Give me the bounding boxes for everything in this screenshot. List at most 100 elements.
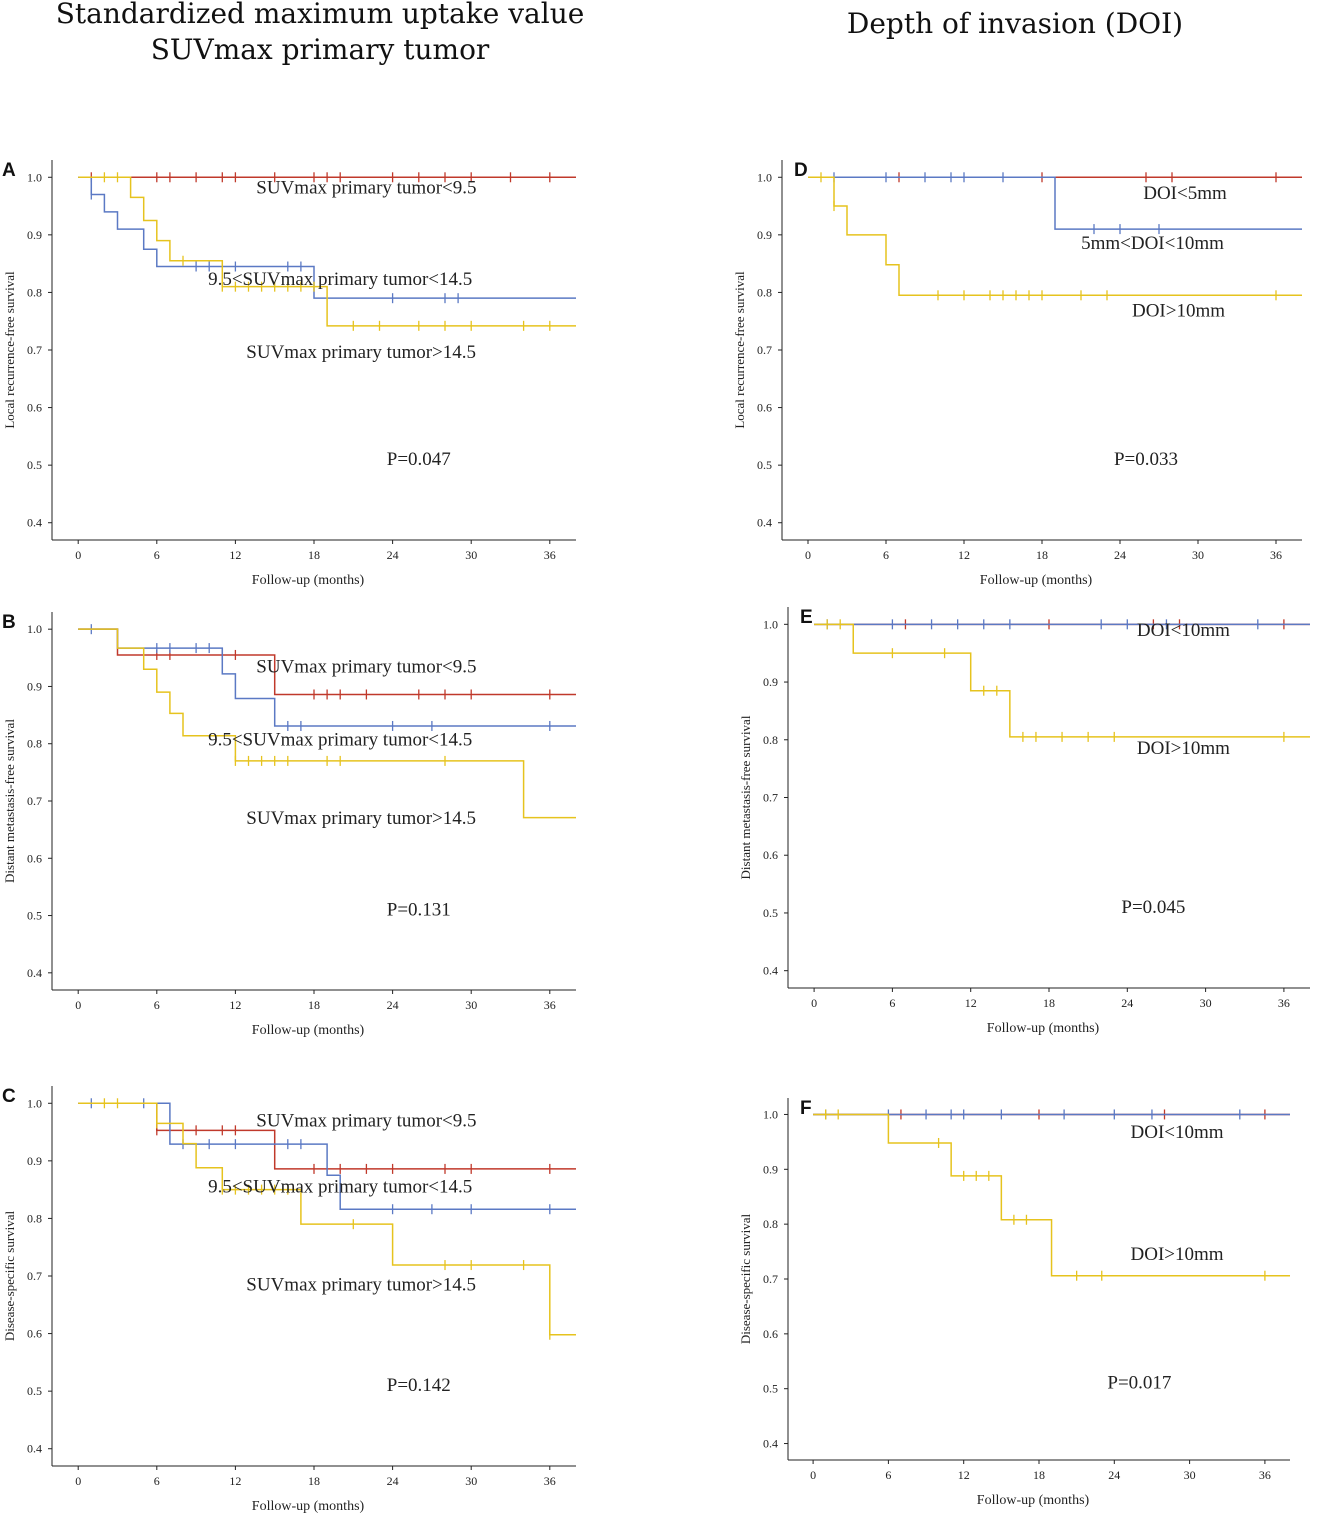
x-tick-label: 12 (229, 548, 241, 562)
left-title-line2: SUVmax primary tumor (150, 33, 490, 66)
km-curve-blue (808, 176, 1302, 230)
left-column-title: Standardized maximum uptake value SUVmax… (20, 0, 620, 68)
p-value-label: P=0.017 (1107, 1373, 1171, 1394)
y-tick-label: 1.0 (757, 170, 772, 184)
series-label: 5mm<DOI<10mm (1081, 233, 1224, 254)
y-tick-label: 0.7 (27, 343, 42, 357)
x-tick-label: 30 (465, 548, 477, 562)
km-panel-a: A 0.4 0.5 0.6 0.7 0.8 0.9 1.0 0 6 12 18 24 30 36 Follow… (2, 160, 576, 588)
y-tick-label: 0.9 (757, 228, 772, 242)
series-label: SUVmax primary tumor>14.5 (246, 808, 476, 829)
x-tick-label: 36 (544, 1474, 556, 1488)
y-tick-label: 0.9 (763, 675, 778, 689)
y-tick-label: 0.6 (27, 851, 42, 865)
km-curve-blue (78, 1102, 576, 1210)
x-tick-label: 30 (1200, 996, 1212, 1010)
x-tick-label: 0 (75, 998, 81, 1012)
series-label: DOI>10mm (1131, 1244, 1224, 1265)
panel-letter: B (2, 612, 16, 633)
x-tick-label: 18 (1033, 1468, 1045, 1482)
y-tick-label: 0.7 (763, 1272, 778, 1286)
p-value-label: P=0.047 (387, 449, 451, 470)
y-tick-label: 1.0 (27, 1096, 42, 1110)
y-tick-label: 0.4 (27, 1442, 42, 1456)
y-tick-label: 0.6 (763, 1327, 778, 1341)
y-tick-label: 0.8 (27, 285, 42, 299)
x-tick-label: 0 (805, 548, 811, 562)
y-tick-label: 0.6 (763, 848, 778, 862)
x-tick-label: 18 (308, 1474, 320, 1488)
x-tick-label: 24 (387, 1474, 399, 1488)
x-tick-label: 6 (889, 996, 895, 1010)
x-tick-label: 0 (75, 548, 81, 562)
series-label: SUVmax primary tumor>14.5 (246, 1274, 476, 1295)
x-tick-label: 36 (1270, 548, 1282, 562)
x-tick-label: 12 (958, 548, 970, 562)
panel-letter: F (800, 1098, 812, 1119)
series-label: DOI>10mm (1132, 301, 1225, 322)
y-axis-title: Distant metastasis-free survival (738, 715, 753, 879)
y-tick-label: 1.0 (27, 170, 42, 184)
x-tick-label: 6 (154, 998, 160, 1012)
series-label: 9.5<SUVmax primary tumor<14.5 (208, 729, 472, 750)
y-tick-label: 1.0 (27, 622, 42, 636)
left-title-line1: Standardized maximum uptake value (55, 0, 585, 30)
y-tick-label: 0.4 (763, 1437, 778, 1451)
km-curve-yellow (814, 623, 1310, 738)
series-label: 9.5<SUVmax primary tumor<14.5 (208, 1177, 472, 1198)
y-tick-label: 0.6 (27, 401, 42, 415)
x-tick-label: 24 (387, 548, 399, 562)
y-tick-label: 0.5 (27, 458, 42, 472)
x-axis-title: Follow-up (months) (987, 1021, 1100, 1036)
km-panel-c: C 0.4 0.5 0.6 0.7 0.8 0.9 1.0 0 6 12 18 24 30 36 Follow… (2, 1086, 576, 1514)
series-label: SUVmax primary tumor<9.5 (256, 1110, 476, 1131)
right-column-title: Depth of invasion (DOI) (846, 7, 1184, 40)
y-axis-title: Disease-specific survival (738, 1213, 753, 1344)
x-tick-label: 18 (308, 998, 320, 1012)
x-tick-label: 24 (1108, 1468, 1120, 1482)
x-tick-label: 6 (154, 1474, 160, 1488)
series-label: DOI<5mm (1143, 183, 1227, 204)
km-curve-yellow (808, 176, 1302, 297)
panel-letter: E (800, 607, 813, 628)
x-tick-label: 18 (1036, 548, 1048, 562)
y-tick-label: 0.9 (27, 1154, 42, 1168)
x-tick-label: 0 (811, 996, 817, 1010)
series-label: DOI<10mm (1131, 1122, 1224, 1143)
y-tick-label: 0.5 (27, 1384, 42, 1398)
y-tick-label: 0.8 (27, 737, 42, 751)
x-axis-title: Follow-up (months) (252, 573, 365, 588)
x-tick-label: 0 (810, 1468, 816, 1482)
x-tick-label: 36 (544, 548, 556, 562)
y-tick-label: 0.9 (27, 228, 42, 242)
series-label: DOI>10mm (1137, 738, 1230, 759)
x-tick-label: 18 (308, 548, 320, 562)
km-panel-d: D 0.4 0.5 0.6 0.7 0.8 0.9 1.0 0 6 12 18 24 30 36 Follow… (732, 160, 1302, 588)
x-tick-label: 30 (465, 998, 477, 1012)
y-tick-label: 0.4 (27, 516, 42, 530)
x-tick-label: 18 (1043, 996, 1055, 1010)
y-tick-label: 0.9 (27, 679, 42, 693)
x-tick-label: 30 (1184, 1468, 1196, 1482)
x-tick-label: 30 (465, 1474, 477, 1488)
y-tick-label: 0.7 (27, 1269, 42, 1283)
y-tick-label: 0.5 (27, 909, 42, 923)
y-tick-label: 0.7 (27, 794, 42, 808)
x-axis-title: Follow-up (months) (252, 1023, 365, 1038)
p-value-label: P=0.131 (387, 900, 451, 921)
series-label: SUVmax primary tumor<9.5 (256, 177, 476, 198)
x-tick-label: 24 (387, 998, 399, 1012)
y-tick-label: 0.8 (763, 1217, 778, 1231)
y-tick-label: 0.6 (757, 401, 772, 415)
panel-letter: C (2, 1086, 16, 1107)
y-tick-label: 0.5 (763, 1382, 778, 1396)
y-axis-title: Disease-specific survival (2, 1210, 17, 1341)
km-curve-yellow (78, 176, 576, 327)
x-axis-title: Follow-up (months) (252, 1499, 365, 1514)
km-panel-e: E 0.4 0.5 0.6 0.7 0.8 0.9 1.0 0 6 12 18 24 30 36 Follow… (738, 607, 1310, 1036)
y-tick-label: 0.7 (763, 791, 778, 805)
p-value-label: P=0.045 (1121, 897, 1185, 918)
x-tick-label: 30 (1192, 548, 1204, 562)
x-tick-label: 36 (1259, 1468, 1271, 1482)
x-tick-label: 12 (229, 1474, 241, 1488)
